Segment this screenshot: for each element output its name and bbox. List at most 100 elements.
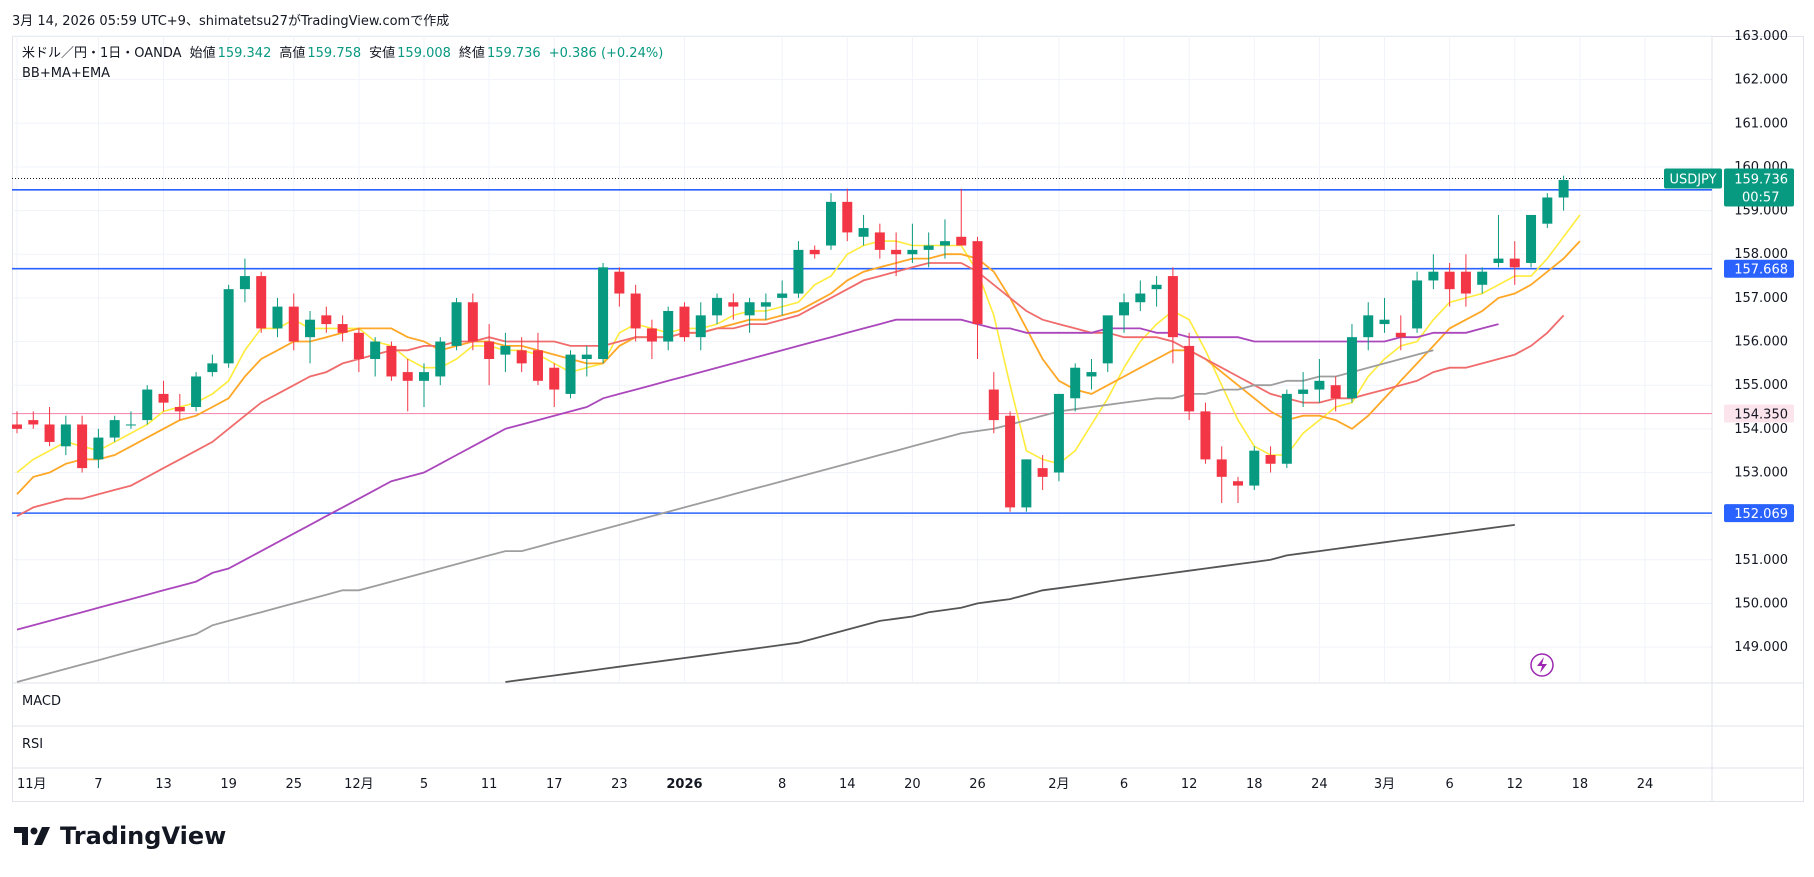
candle-body [679,306,690,338]
x-tick-label: 12 [1181,777,1198,792]
candle-body [77,424,88,469]
tradingview-logo[interactable]: TradingView [14,822,226,850]
candle-body [28,420,39,425]
x-tick-label: 6 [1120,777,1128,792]
candle-body [484,341,495,359]
candle-body [1558,180,1569,198]
candle-body [646,328,657,342]
legend-indicators[interactable]: BB+MA+EMA [22,66,111,81]
candle-body [939,241,950,246]
macd-pane-label[interactable]: MACD [22,694,61,709]
candle-body [1102,315,1113,364]
legend-ohlc-row: 米ドル／円・1日・OANDA 始値 159.342 高値 159.758 安値 159.00… [22,44,671,64]
level-label: 152.069 [1734,507,1788,522]
candle-body [1477,271,1488,285]
candle-body [874,232,885,250]
y-tick-label: 153.000 [1734,465,1788,480]
ma-line-ma-gray [16,349,1434,683]
candle-body [614,271,625,294]
x-tick-label: 12 [1506,777,1523,792]
symbol-tag: USDJPY [1669,172,1716,187]
x-tick-label: 25 [285,777,302,792]
candle-body [60,424,71,447]
y-tick-label: 155.000 [1734,378,1788,393]
candle-body [44,424,55,442]
y-tick-label: 161.000 [1734,116,1788,131]
candle-body [451,302,462,346]
candle-body [1330,385,1341,399]
candle-body [565,354,576,394]
legend-open-value: 159.342 [217,46,272,61]
x-tick-label: 3月 [1374,777,1395,792]
y-tick-label: 156.000 [1734,335,1788,350]
candle-body [1281,393,1292,464]
x-tick-label: 5 [420,777,428,792]
candle-body [1053,393,1064,473]
candle-body [581,354,592,359]
candle-body [809,249,820,255]
countdown-label: 00:57 [1742,190,1779,205]
candle-body [467,302,478,342]
legend: 米ドル／円・1日・OANDA 始値 159.342 高値 159.758 安値 159.00… [22,44,671,84]
chart-caption: 3月 14, 2026 05:59 UTC+9、shimatetsu27がTra… [12,14,450,29]
x-tick-label: 24 [1311,777,1328,792]
last-price-bg [1724,168,1794,207]
ma-line-ema-mid [16,240,1581,495]
level-label: 157.668 [1734,263,1788,278]
x-tick-label: 7 [94,777,102,792]
ma-line-ema-slow [16,262,1565,517]
x-tick-label: 11月 [17,777,47,792]
legend-high-value: 159.758 [307,46,362,61]
candle-body [1184,345,1195,412]
candle-body [256,276,267,329]
candle-body [321,315,332,325]
rsi-pane-label[interactable]: RSI [22,737,44,752]
candle-body [793,249,804,294]
candle-body [1086,372,1097,377]
x-tick-label: 8 [778,777,786,792]
candle-body [288,306,299,342]
y-tick-label: 157.000 [1734,291,1788,306]
y-tick-label: 150.000 [1734,596,1788,611]
candle-body [1346,337,1357,399]
candle-body [402,372,413,381]
legend-low-value: 159.008 [397,46,451,61]
tradingview-logo-icon [14,827,50,845]
candle-body [598,267,609,359]
level-label-bg [1724,404,1794,423]
candle-body [207,363,218,373]
candle-body [435,341,446,377]
candle-body [988,389,999,421]
candle-body [1395,332,1406,338]
candle-body [1167,276,1178,338]
x-tick-label: 23 [611,777,628,792]
candle-body [174,407,185,412]
legend-change: +0.386 (+0.24%) [548,46,664,61]
candle-body [305,319,316,338]
legend-low-label: 安値 [369,46,396,61]
candle-body [1265,455,1276,464]
candle-body [1298,389,1309,394]
candle-body [1151,284,1162,290]
candle-body [419,372,429,381]
candle-body [712,297,723,316]
legend-close-label: 終値 [458,46,485,61]
candle-body [12,424,22,429]
candle-body [728,302,739,307]
candle-body [1444,271,1455,290]
y-tick-label: 149.000 [1734,640,1788,655]
x-tick-label: 11 [481,777,498,792]
candle-body [842,201,853,233]
candle-body [858,228,869,237]
candle-body [1216,459,1227,477]
legend-symbol[interactable]: 米ドル／円・1日・OANDA [22,46,182,61]
candle-body [1135,293,1146,303]
candle-body [1200,411,1211,460]
candle-body [125,424,136,426]
last-price-label: 159.736 [1734,172,1788,187]
candle-body [109,420,120,438]
legend-open-label: 始値 [189,46,216,61]
candle-body [1460,271,1471,294]
candle-body [956,236,967,246]
